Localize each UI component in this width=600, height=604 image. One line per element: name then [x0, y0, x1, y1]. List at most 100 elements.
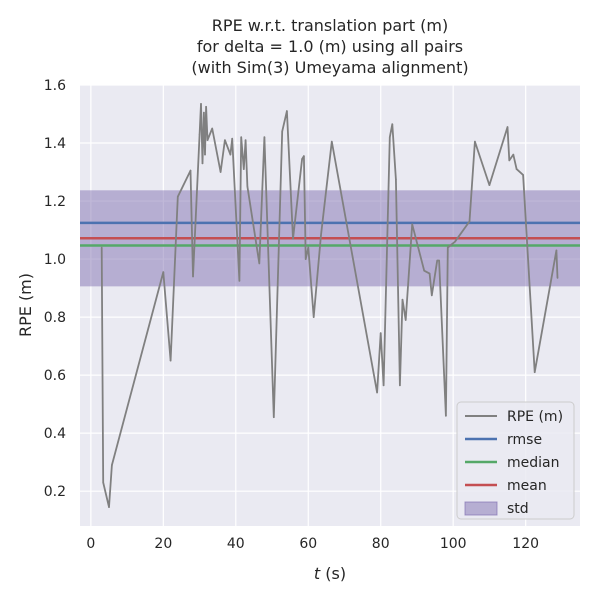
rpe-data-point: [488, 184, 491, 186]
y-tick-label: 0.6: [44, 368, 66, 384]
rpe-data-point: [219, 171, 222, 173]
rpe-data-point: [391, 123, 394, 125]
rpe-data-point: [205, 105, 207, 108]
rpe-data-point: [246, 185, 249, 188]
rpe-data-point: [224, 139, 226, 141]
rpe-data-point: [446, 246, 449, 249]
rpe-series-line: [100, 103, 559, 509]
rpe-data-point: [522, 174, 524, 176]
rpe-data-point: [200, 103, 202, 105]
legend-label-mean: mean: [507, 478, 547, 494]
x-tick-label: 40: [227, 536, 245, 552]
rpe-data-point: [379, 332, 382, 334]
rpe-data-point: [555, 249, 558, 252]
rpe-data-point: [331, 140, 333, 143]
legend: RPE (m) rmse median mean std: [456, 401, 575, 520]
rpe-data-point: [411, 223, 414, 226]
rpe-data-point: [203, 111, 205, 114]
legend-label-median: median: [507, 455, 559, 471]
rpe-data-point: [376, 391, 378, 394]
x-axis-label-unit: (s): [320, 564, 346, 583]
rpe-data-point: [238, 280, 241, 282]
rpe-data-point: [515, 168, 518, 170]
y-tick-label: 1.0: [44, 252, 66, 268]
rpe-data-point: [508, 159, 511, 162]
rpe-data-point: [244, 139, 247, 141]
x-axis-label: t (s): [314, 564, 346, 583]
chart-title-line-3: (with Sim(3) Umeyama alignment): [191, 58, 468, 77]
rpe-data-point: [556, 277, 559, 279]
rpe-data-point: [198, 133, 201, 136]
rpe-data-point: [438, 259, 440, 262]
y-tick-label: 0.2: [44, 484, 66, 500]
legend-label-std: std: [507, 501, 529, 517]
x-tick-label: 80: [372, 536, 390, 552]
rpe-data-point: [206, 139, 209, 141]
rpe-data-point: [431, 294, 433, 297]
legend-swatch-std: [464, 501, 498, 516]
rpe-data-point: [301, 158, 303, 160]
legend-box: [456, 401, 575, 520]
rpe-data-point: [454, 240, 456, 243]
rpe-data-point: [445, 414, 447, 417]
rpe-data-point: [401, 298, 404, 301]
y-tick-label: 1.4: [44, 136, 66, 152]
rpe-data-point: [512, 153, 515, 156]
y-axis-label: RPE (m): [16, 273, 35, 337]
rpe-data-point: [169, 359, 172, 362]
y-tick-label: 1.6: [44, 78, 66, 94]
rpe-data-point: [111, 464, 113, 466]
plot-area: 0 20 40 60 80 100 120 0.2 0.4 0.6 0.8 1.0 1.2 1.4 1.6: [44, 78, 580, 552]
rpe-data-point: [189, 169, 192, 172]
x-tick-label: 20: [154, 536, 172, 552]
rpe-data-point: [204, 153, 206, 156]
x-tick-label: 60: [299, 536, 317, 552]
x-tick-label: 120: [512, 536, 539, 552]
rpe-data-point: [100, 246, 103, 249]
rpe-data-point: [506, 126, 509, 128]
rpe-data-point: [304, 258, 307, 260]
rpe-data-point: [192, 275, 194, 278]
rpe-data-point: [229, 153, 232, 156]
rpe-data-point: [307, 246, 310, 249]
y-tick-label: 1.2: [44, 194, 66, 210]
x-axis-label-variable: t: [314, 564, 321, 583]
rpe-data-point: [162, 271, 165, 273]
rpe-data-point: [320, 235, 322, 237]
chart-title-line-2: for delta = 1.0 (m) using all pairs: [197, 37, 463, 56]
legend-label-rpe: RPE (m): [507, 409, 563, 425]
rpe-data-point: [286, 110, 288, 112]
rpe-data-point: [312, 316, 315, 318]
rpe-data-point: [273, 416, 275, 419]
rpe-data-point: [102, 481, 104, 484]
rpe-data-point: [177, 195, 179, 198]
rpe-data-point: [395, 178, 397, 181]
rpe-data-point: [533, 371, 536, 374]
rpe-data-point: [399, 384, 401, 387]
rpe-data-point: [211, 127, 214, 130]
y-tick-label: 0.4: [44, 426, 66, 442]
rpe-data-point: [242, 168, 245, 170]
rpe-data-point: [436, 259, 439, 262]
rpe-data-point: [263, 136, 266, 139]
rpe-data-point: [382, 384, 385, 387]
rpe-data-point: [404, 319, 407, 321]
rpe-data-point: [258, 262, 261, 265]
rpe-data-point: [240, 136, 243, 139]
rpe-data-point: [388, 136, 391, 139]
rpe-data-point: [428, 272, 431, 275]
rpe-data-point: [108, 506, 110, 508]
rpe-data-point: [468, 220, 471, 223]
rpe-data-point: [423, 269, 426, 272]
legend-label-rmse: rmse: [507, 432, 542, 448]
rpe-data-point: [281, 130, 283, 133]
rpe-data-point: [303, 155, 305, 157]
y-tick-label: 0.8: [44, 310, 66, 326]
rpe-data-point: [292, 237, 294, 240]
x-tick-label: 0: [86, 536, 95, 552]
rpe-data-point: [474, 140, 476, 143]
chart-title-line-1: RPE w.r.t. translation part (m): [212, 16, 448, 35]
rpe-data-point: [201, 162, 204, 165]
